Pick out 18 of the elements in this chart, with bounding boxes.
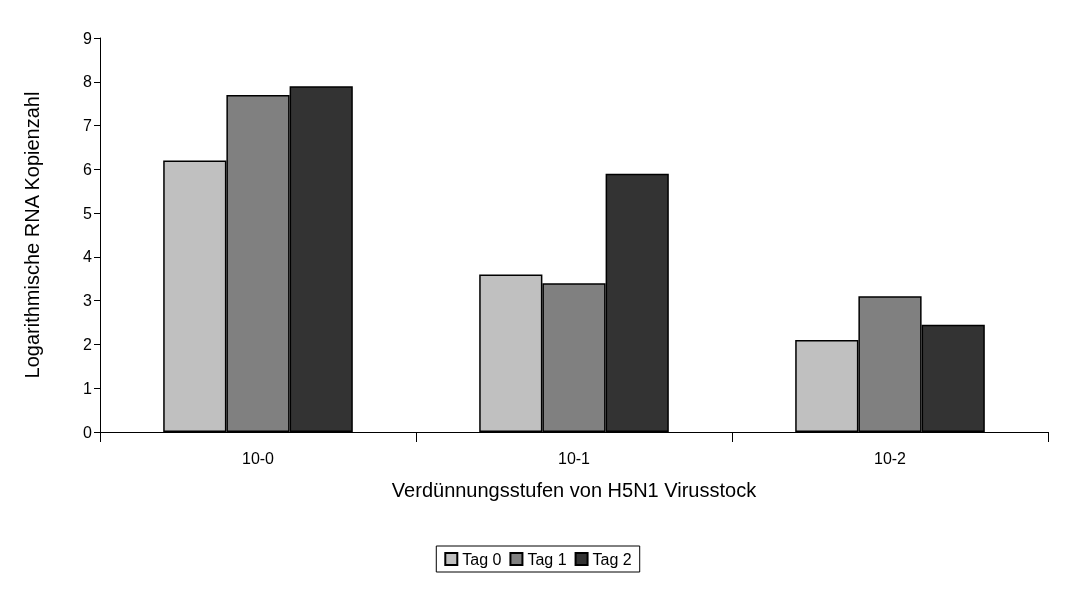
y-tick-label: 0: [83, 423, 93, 441]
y-tick-label: 3: [83, 292, 93, 310]
y-tick-label: 6: [83, 160, 93, 178]
legend-label: Tag 2: [592, 550, 632, 568]
x-axis-title: Verdünnungsstufen von H5N1 Virusstock: [391, 479, 758, 501]
legend-label: Tag 0: [462, 550, 502, 568]
y-tick-label: 5: [83, 204, 93, 222]
legend-label: Tag 1: [527, 550, 567, 568]
y-axis-title: Logarithmische RNA Kopienzahl: [21, 91, 43, 379]
x-tick-label: 10-1: [557, 449, 591, 467]
y-tick-label: 4: [83, 248, 93, 266]
y-tick-label: 8: [83, 73, 93, 91]
x-tick-label: 10-2: [873, 449, 907, 467]
y-tick-label: 7: [83, 117, 93, 135]
y-tick-label: 1: [83, 379, 93, 397]
y-tick-label: 9: [83, 29, 93, 47]
x-tick-label: 10-0: [241, 449, 275, 467]
y-tick-label: 2: [83, 335, 93, 353]
